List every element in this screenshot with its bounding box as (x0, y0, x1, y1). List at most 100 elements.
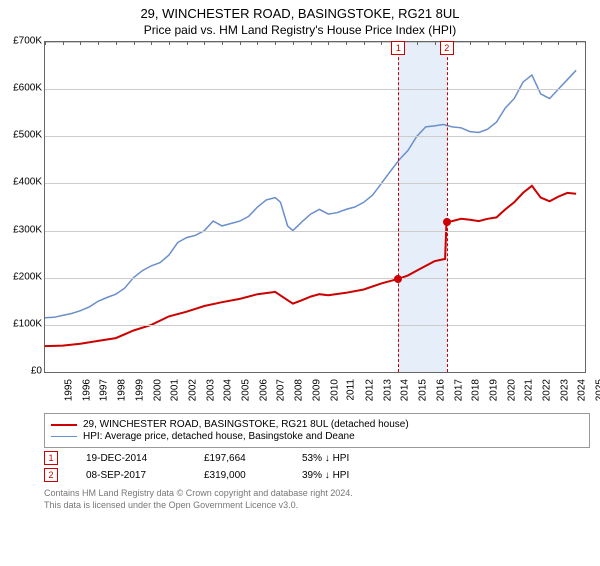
chart-title: 29, WINCHESTER ROAD, BASINGSTOKE, RG21 8… (0, 6, 600, 21)
x-tick (488, 41, 489, 45)
x-tick (505, 41, 506, 45)
x-tick-label: 1998 (116, 379, 127, 401)
gridline (45, 89, 585, 90)
x-tick (346, 41, 347, 45)
attribution-line: This data is licensed under the Open Gov… (44, 500, 590, 512)
x-tick (222, 41, 223, 45)
legend-label: HPI: Average price, detached house, Basi… (83, 431, 355, 442)
annotation-date: 08-SEP-2017 (86, 470, 176, 481)
marker-label: 1 (391, 41, 405, 55)
x-tick (98, 41, 99, 45)
x-tick-label: 2007 (276, 379, 287, 401)
x-tick-label: 2006 (258, 379, 269, 401)
x-tick-label: 1996 (81, 379, 92, 401)
x-tick-label: 2011 (346, 379, 357, 401)
marker-vline (447, 42, 448, 372)
x-tick-label: 2005 (240, 379, 251, 401)
annotation-date: 19-DEC-2014 (86, 453, 176, 464)
y-tick-label: £600K (2, 83, 42, 94)
x-tick-label: 2002 (187, 379, 198, 401)
x-tick (576, 41, 577, 45)
x-tick-label: 2003 (205, 379, 216, 401)
x-tick-label: 2010 (329, 379, 340, 401)
x-tick (116, 41, 117, 45)
x-tick-label: 2020 (506, 379, 517, 401)
annotation-marker: 2 (44, 468, 58, 482)
x-tick (470, 41, 471, 45)
x-tick (558, 41, 559, 45)
x-axis: 1995199619971998199920002001200220032004… (44, 373, 584, 409)
x-tick-label: 2019 (488, 379, 499, 401)
data-point (394, 275, 402, 283)
gridline (45, 183, 585, 184)
annotation-price: £319,000 (204, 470, 274, 481)
legend: 29, WINCHESTER ROAD, BASINGSTOKE, RG21 8… (44, 413, 590, 448)
annotation-row: 1 19-DEC-2014 £197,664 53% ↓ HPI (44, 451, 590, 465)
legend-swatch (51, 436, 77, 437)
x-tick (134, 41, 135, 45)
y-tick-label: £300K (2, 224, 42, 235)
marker-vline (398, 42, 399, 372)
x-tick (311, 41, 312, 45)
y-tick-label: £100K (2, 318, 42, 329)
chart-lines (45, 42, 585, 372)
x-tick (523, 41, 524, 45)
x-tick-label: 2009 (311, 379, 322, 401)
x-tick (63, 41, 64, 45)
x-tick-label: 1999 (134, 379, 145, 401)
x-tick (187, 41, 188, 45)
x-tick-label: 2000 (152, 379, 163, 401)
annotation-pct: 53% ↓ HPI (302, 453, 349, 464)
x-tick (240, 41, 241, 45)
x-tick (80, 41, 81, 45)
x-tick-label: 2025 (594, 379, 600, 401)
x-tick-label: 2016 (435, 379, 446, 401)
attribution-line: Contains HM Land Registry data © Crown c… (44, 488, 590, 500)
annotation-price: £197,664 (204, 453, 274, 464)
annotation-marker: 1 (44, 451, 58, 465)
attribution: Contains HM Land Registry data © Crown c… (44, 488, 590, 511)
x-tick (417, 41, 418, 45)
series-price_paid (45, 186, 576, 346)
gridline (45, 231, 585, 232)
annotation-row: 2 08-SEP-2017 £319,000 39% ↓ HPI (44, 468, 590, 482)
legend-item: 29, WINCHESTER ROAD, BASINGSTOKE, RG21 8… (51, 419, 583, 430)
y-tick-label: £200K (2, 271, 42, 282)
x-tick (293, 41, 294, 45)
gridline (45, 325, 585, 326)
annotation-pct: 39% ↓ HPI (302, 470, 349, 481)
chart-area: 12 (44, 41, 586, 373)
x-tick-label: 2012 (364, 379, 375, 401)
y-tick-label: £0 (2, 366, 42, 377)
x-tick-label: 2022 (541, 379, 552, 401)
x-tick-label: 2004 (223, 379, 234, 401)
gridline (45, 42, 585, 43)
x-tick-label: 2008 (293, 379, 304, 401)
x-tick-label: 2013 (382, 379, 393, 401)
x-tick-label: 2015 (417, 379, 428, 401)
marker-label: 2 (440, 41, 454, 55)
x-tick (541, 41, 542, 45)
x-tick-label: 2014 (400, 379, 411, 401)
y-tick-label: £500K (2, 130, 42, 141)
legend-item: HPI: Average price, detached house, Basi… (51, 431, 583, 442)
x-tick (364, 41, 365, 45)
x-tick-label: 1995 (63, 379, 74, 401)
gridline (45, 278, 585, 279)
data-point (443, 218, 451, 226)
x-tick-label: 2023 (559, 379, 570, 401)
gridline (45, 136, 585, 137)
x-tick (381, 41, 382, 45)
x-tick (45, 41, 46, 45)
x-tick (435, 41, 436, 45)
legend-swatch (51, 424, 77, 426)
y-tick-label: £400K (2, 177, 42, 188)
x-tick (151, 41, 152, 45)
legend-label: 29, WINCHESTER ROAD, BASINGSTOKE, RG21 8… (83, 419, 409, 430)
y-tick-label: £700K (2, 36, 42, 47)
x-tick-label: 2018 (470, 379, 481, 401)
x-tick-label: 1997 (99, 379, 110, 401)
x-tick-label: 2017 (453, 379, 464, 401)
chart-subtitle: Price paid vs. HM Land Registry's House … (0, 23, 600, 37)
x-tick (204, 41, 205, 45)
